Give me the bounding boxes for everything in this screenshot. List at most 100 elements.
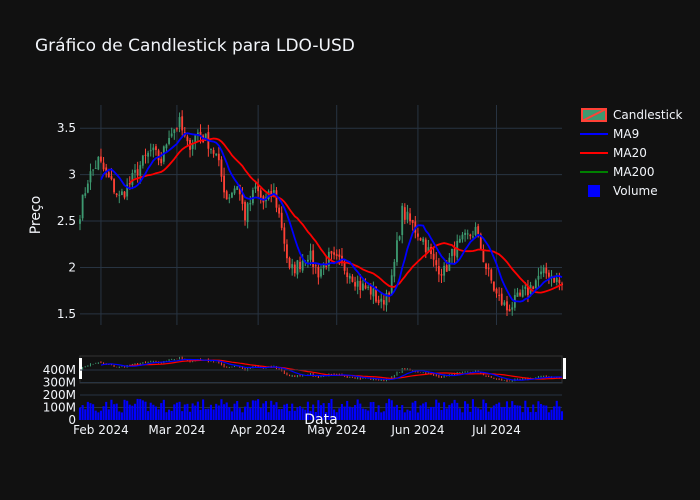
candle bbox=[341, 248, 343, 267]
candle bbox=[555, 272, 558, 286]
candle-body bbox=[396, 240, 398, 263]
volume-bar bbox=[553, 406, 556, 420]
candle-body bbox=[89, 171, 92, 183]
volume-bar bbox=[542, 405, 545, 420]
legend-swatch-line bbox=[581, 108, 607, 122]
volume-bar bbox=[498, 402, 501, 420]
price-candles[interactable] bbox=[79, 110, 563, 317]
slider-handle-left bbox=[79, 358, 82, 379]
price-tick-label: 3 bbox=[68, 168, 76, 182]
legend-item-ma20[interactable]: MA20 bbox=[580, 146, 647, 160]
x-tick-label: Feb 2024 bbox=[73, 423, 129, 437]
volume-bar bbox=[340, 403, 344, 420]
candle bbox=[225, 189, 228, 200]
candle-body bbox=[176, 128, 178, 130]
candle bbox=[259, 188, 262, 204]
volume-bar bbox=[81, 405, 84, 420]
legend-item-candlestick[interactable]: Candlestick bbox=[581, 108, 683, 122]
candle-body bbox=[464, 232, 466, 235]
volume-bar bbox=[495, 403, 498, 420]
candle-body bbox=[333, 252, 336, 255]
candle bbox=[147, 150, 150, 164]
volume-bar bbox=[188, 411, 192, 420]
candle-body bbox=[94, 167, 97, 169]
candle bbox=[118, 190, 121, 204]
candle-body bbox=[244, 202, 246, 221]
volume-bar bbox=[133, 403, 137, 420]
candle bbox=[359, 273, 362, 299]
candle-body bbox=[547, 272, 550, 277]
candle-body bbox=[147, 152, 150, 157]
volume-bar bbox=[330, 399, 333, 420]
candle-body bbox=[241, 194, 244, 204]
candle-body bbox=[102, 162, 105, 170]
candle-body bbox=[398, 236, 401, 240]
volume-bar bbox=[209, 404, 213, 420]
volume-bar bbox=[126, 400, 129, 420]
candle bbox=[265, 193, 267, 208]
candle-body bbox=[186, 136, 189, 142]
candle-body bbox=[149, 150, 152, 152]
candle-body bbox=[511, 307, 514, 310]
legend-item-volume[interactable]: Volume bbox=[588, 184, 658, 198]
candle bbox=[430, 243, 432, 259]
candle-body bbox=[474, 226, 477, 235]
volume-bar bbox=[257, 399, 260, 420]
volume-bar bbox=[319, 405, 323, 420]
candle-body bbox=[236, 186, 239, 190]
candle-body bbox=[393, 261, 396, 277]
volume-bar bbox=[251, 400, 254, 420]
candle-body bbox=[275, 190, 278, 208]
candle bbox=[186, 134, 189, 147]
candle bbox=[492, 281, 495, 292]
volume-bar bbox=[466, 403, 469, 420]
candle bbox=[364, 278, 367, 290]
legend-item-ma200[interactable]: MA200 bbox=[580, 165, 654, 179]
candle-body bbox=[191, 143, 194, 150]
candle-body bbox=[419, 238, 422, 241]
candle bbox=[361, 278, 364, 291]
candle bbox=[540, 265, 542, 279]
volume-bar bbox=[519, 405, 522, 420]
candle-body bbox=[364, 285, 367, 289]
candle-body bbox=[293, 264, 296, 274]
candle-body bbox=[168, 138, 170, 144]
volume-bar bbox=[270, 400, 273, 420]
candle-body bbox=[372, 288, 375, 297]
candle-body bbox=[286, 244, 288, 259]
volume-bar bbox=[78, 407, 82, 420]
volume-bar bbox=[448, 404, 451, 420]
candle bbox=[380, 292, 383, 309]
candle bbox=[170, 127, 173, 138]
candle bbox=[115, 192, 118, 198]
candle-body bbox=[380, 298, 383, 302]
x-tick-label: Apr 2024 bbox=[231, 423, 286, 437]
candle-body bbox=[233, 188, 236, 194]
volume-bar bbox=[291, 403, 294, 420]
candle-body bbox=[238, 185, 241, 195]
candle bbox=[398, 235, 401, 242]
candle bbox=[485, 262, 487, 275]
candle-body bbox=[519, 292, 522, 296]
volume-bar bbox=[477, 408, 480, 420]
volume-bar bbox=[225, 402, 228, 420]
candle bbox=[178, 112, 181, 133]
candle bbox=[181, 110, 184, 136]
volume-bar bbox=[144, 401, 147, 420]
candle-body bbox=[228, 197, 231, 199]
ma9-line bbox=[100, 132, 563, 303]
volume-bar bbox=[230, 411, 233, 420]
legend[interactable]: Candlestick MA9 MA20 MA200 Volume bbox=[580, 108, 683, 198]
candle-body bbox=[388, 292, 391, 295]
candle-body bbox=[322, 263, 325, 269]
volume-bar bbox=[246, 402, 249, 420]
candle bbox=[189, 137, 191, 158]
candle bbox=[123, 190, 126, 200]
volume-bar bbox=[243, 406, 247, 420]
legend-item-ma9[interactable]: MA9 bbox=[580, 127, 639, 141]
volume-bar bbox=[312, 404, 315, 420]
volume-bar bbox=[464, 401, 467, 420]
candle-body bbox=[120, 191, 123, 196]
volume-bar bbox=[537, 401, 540, 420]
